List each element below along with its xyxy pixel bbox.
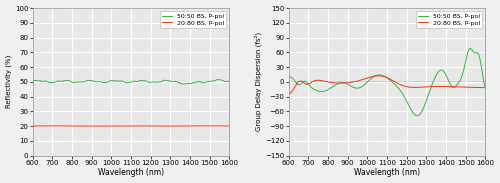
20:80 BS, P-pol	[221, 125, 227, 127]
20:80 BS, P-pol	[126, 125, 132, 127]
50:50 BS, P-pol	[467, 47, 473, 50]
20:80 BS, P-pol	[40, 125, 46, 127]
Line: 50:50 BS, P-pol: 50:50 BS, P-pol	[32, 79, 230, 84]
Legend: 50:50 BS, P-pol, 20:80 BS, P-pol: 50:50 BS, P-pol, 20:80 BS, P-pol	[416, 11, 482, 28]
20:80 BS, P-pol	[49, 125, 55, 127]
X-axis label: Wavelength (nm): Wavelength (nm)	[354, 168, 420, 178]
20:80 BS, P-pol	[382, 76, 388, 78]
Line: 20:80 BS, P-pol: 20:80 BS, P-pol	[288, 76, 486, 94]
50:50 BS, P-pol	[226, 80, 232, 82]
50:50 BS, P-pol	[221, 80, 227, 82]
Line: 50:50 BS, P-pol: 50:50 BS, P-pol	[288, 48, 486, 116]
20:80 BS, P-pol	[30, 125, 36, 127]
50:50 BS, P-pol	[181, 83, 187, 85]
50:50 BS, P-pol	[376, 74, 382, 76]
20:80 BS, P-pol	[482, 87, 488, 89]
20:80 BS, P-pol	[440, 85, 446, 88]
20:80 BS, P-pol	[220, 125, 226, 127]
50:50 BS, P-pol	[477, 58, 483, 60]
50:50 BS, P-pol	[477, 57, 483, 59]
X-axis label: Wavelength (nm): Wavelength (nm)	[98, 168, 164, 178]
Y-axis label: Group Delay Dispersion (fs²): Group Delay Dispersion (fs²)	[255, 32, 262, 131]
20:80 BS, P-pol	[477, 86, 483, 89]
50:50 BS, P-pol	[125, 81, 131, 84]
50:50 BS, P-pol	[382, 75, 388, 77]
20:80 BS, P-pol	[120, 125, 126, 127]
20:80 BS, P-pol	[376, 75, 382, 77]
20:80 BS, P-pol	[296, 81, 302, 83]
20:80 BS, P-pol	[88, 125, 94, 127]
50:50 BS, P-pol	[440, 70, 446, 72]
50:50 BS, P-pol	[482, 87, 488, 89]
Y-axis label: Reflectivity (%): Reflectivity (%)	[6, 55, 12, 109]
50:50 BS, P-pol	[30, 80, 36, 83]
20:80 BS, P-pol	[184, 125, 190, 127]
50:50 BS, P-pol	[40, 80, 46, 82]
20:80 BS, P-pol	[376, 75, 382, 77]
50:50 BS, P-pol	[120, 80, 126, 82]
20:80 BS, P-pol	[226, 125, 232, 127]
50:50 BS, P-pol	[414, 115, 420, 117]
20:80 BS, P-pol	[286, 93, 292, 95]
50:50 BS, P-pol	[184, 82, 190, 84]
Legend: 50:50 BS, P-pol, 20:80 BS, P-pol: 50:50 BS, P-pol, 20:80 BS, P-pol	[160, 11, 226, 28]
50:50 BS, P-pol	[286, 77, 292, 79]
20:80 BS, P-pol	[476, 86, 482, 89]
50:50 BS, P-pol	[296, 84, 302, 86]
50:50 BS, P-pol	[215, 78, 221, 81]
50:50 BS, P-pol	[220, 80, 226, 82]
